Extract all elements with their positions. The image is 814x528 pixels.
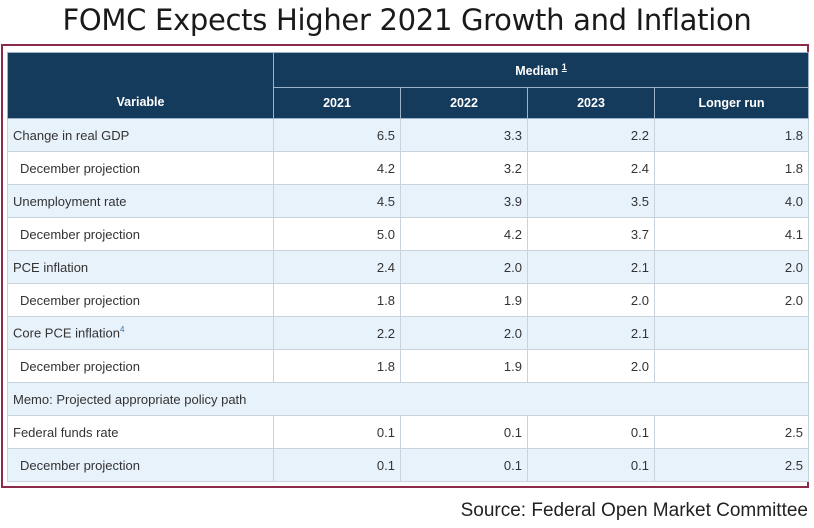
table-row: December projection 0.1 0.1 0.1 2.5 (8, 449, 809, 482)
row-label: December projection (8, 218, 274, 251)
row-label: December projection (8, 350, 274, 383)
table-frame: Variable Median 1 2021 2022 2023 Longer … (1, 44, 809, 488)
column-header-2021: 2021 (274, 88, 401, 119)
table-cell: 2.4 (274, 251, 401, 284)
table-row-memo: Memo: Projected appropriate policy path (8, 383, 809, 416)
row-label-text: Core PCE inflation (13, 326, 120, 341)
row-label: Federal funds rate (8, 416, 274, 449)
table-row: December projection 4.2 3.2 2.4 1.8 (8, 152, 809, 185)
table-cell: 2.2 (274, 317, 401, 350)
table-cell: 4.2 (274, 152, 401, 185)
table-cell: 3.3 (401, 119, 528, 152)
table-row: Unemployment rate 4.5 3.9 3.5 4.0 (8, 185, 809, 218)
footnote-link[interactable]: 4 (120, 325, 124, 334)
table-cell (655, 350, 809, 383)
table-row: December projection 1.8 1.9 2.0 (8, 350, 809, 383)
table-cell: 0.1 (274, 449, 401, 482)
table-cell: 2.1 (528, 251, 655, 284)
table-cell: 3.9 (401, 185, 528, 218)
row-label: Core PCE inflation4 (8, 317, 274, 350)
table-cell: 2.0 (401, 251, 528, 284)
table-cell: 4.5 (274, 185, 401, 218)
table-row: PCE inflation 2.4 2.0 2.1 2.0 (8, 251, 809, 284)
row-label: December projection (8, 284, 274, 317)
table-cell: 4.0 (655, 185, 809, 218)
table-cell: 0.1 (528, 449, 655, 482)
table-cell: 2.0 (528, 350, 655, 383)
source-note: Source: Federal Open Market Committee (461, 500, 808, 522)
row-label: December projection (8, 152, 274, 185)
table-cell: 2.0 (528, 284, 655, 317)
table-cell: 1.8 (274, 284, 401, 317)
column-header-2022: 2022 (401, 88, 528, 119)
table-cell: 2.0 (401, 317, 528, 350)
table-cell: 4.2 (401, 218, 528, 251)
column-header-2023: 2023 (528, 88, 655, 119)
median-header: Median 1 (274, 53, 809, 88)
row-label: December projection (8, 449, 274, 482)
table-row: December projection 5.0 4.2 3.7 4.1 (8, 218, 809, 251)
column-header-longer-run: Longer run (655, 88, 809, 119)
table-cell: 1.9 (401, 284, 528, 317)
table-row: Federal funds rate 0.1 0.1 0.1 2.5 (8, 416, 809, 449)
table-cell: 2.0 (655, 251, 809, 284)
table-cell: 0.1 (401, 416, 528, 449)
table-row: Change in real GDP 6.5 3.3 2.2 1.8 (8, 119, 809, 152)
table-cell: 1.8 (274, 350, 401, 383)
table-cell: 4.1 (655, 218, 809, 251)
table-cell: 0.1 (401, 449, 528, 482)
table-cell: 2.2 (528, 119, 655, 152)
table-cell: 1.9 (401, 350, 528, 383)
row-label: Unemployment rate (8, 185, 274, 218)
projections-table: Variable Median 1 2021 2022 2023 Longer … (7, 52, 809, 482)
table-cell: 2.1 (528, 317, 655, 350)
table-cell: 2.5 (655, 416, 809, 449)
chart-title: FOMC Expects Higher 2021 Growth and Infl… (0, 0, 814, 40)
median-header-label: Median (515, 64, 558, 78)
table-row: Core PCE inflation4 2.2 2.0 2.1 (8, 317, 809, 350)
variable-header: Variable (8, 53, 274, 119)
row-label: Change in real GDP (8, 119, 274, 152)
table-cell: 2.5 (655, 449, 809, 482)
table-cell: 6.5 (274, 119, 401, 152)
median-footnote-link[interactable]: 1 (562, 62, 567, 72)
row-label: PCE inflation (8, 251, 274, 284)
table-cell: 3.7 (528, 218, 655, 251)
memo-label: Memo: Projected appropriate policy path (8, 383, 809, 416)
table-cell (655, 317, 809, 350)
table-cell: 3.2 (401, 152, 528, 185)
table-cell: 1.8 (655, 119, 809, 152)
table-cell: 2.4 (528, 152, 655, 185)
table-row: December projection 1.8 1.9 2.0 2.0 (8, 284, 809, 317)
table-cell: 0.1 (274, 416, 401, 449)
table-cell: 2.0 (655, 284, 809, 317)
table-cell: 0.1 (528, 416, 655, 449)
table-cell: 1.8 (655, 152, 809, 185)
table-cell: 3.5 (528, 185, 655, 218)
table-cell: 5.0 (274, 218, 401, 251)
